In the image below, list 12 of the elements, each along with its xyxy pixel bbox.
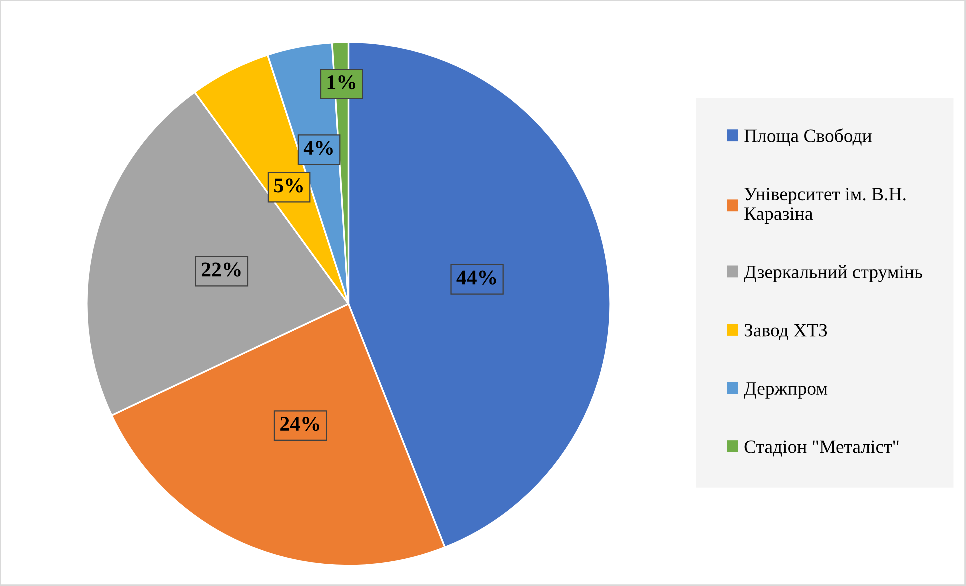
data-label: 24% [280,416,320,432]
legend-label: Дзеркальний струмінь [744,265,922,282]
legend-label: Університет ім. В.Н. Каразіна [744,188,906,224]
data-label: 1% [328,76,356,90]
data-label: 22% [202,262,241,277]
legend-label: Площа Свободи [744,128,872,146]
data-label: 5% [274,178,303,193]
data-label: 4% [304,141,333,156]
data-label: 44% [456,270,496,285]
legend-label: Стадіон "Металіст" [744,440,899,457]
legend-label: Завод ХТЗ [744,324,828,340]
legend-label: Держпром [744,382,828,399]
